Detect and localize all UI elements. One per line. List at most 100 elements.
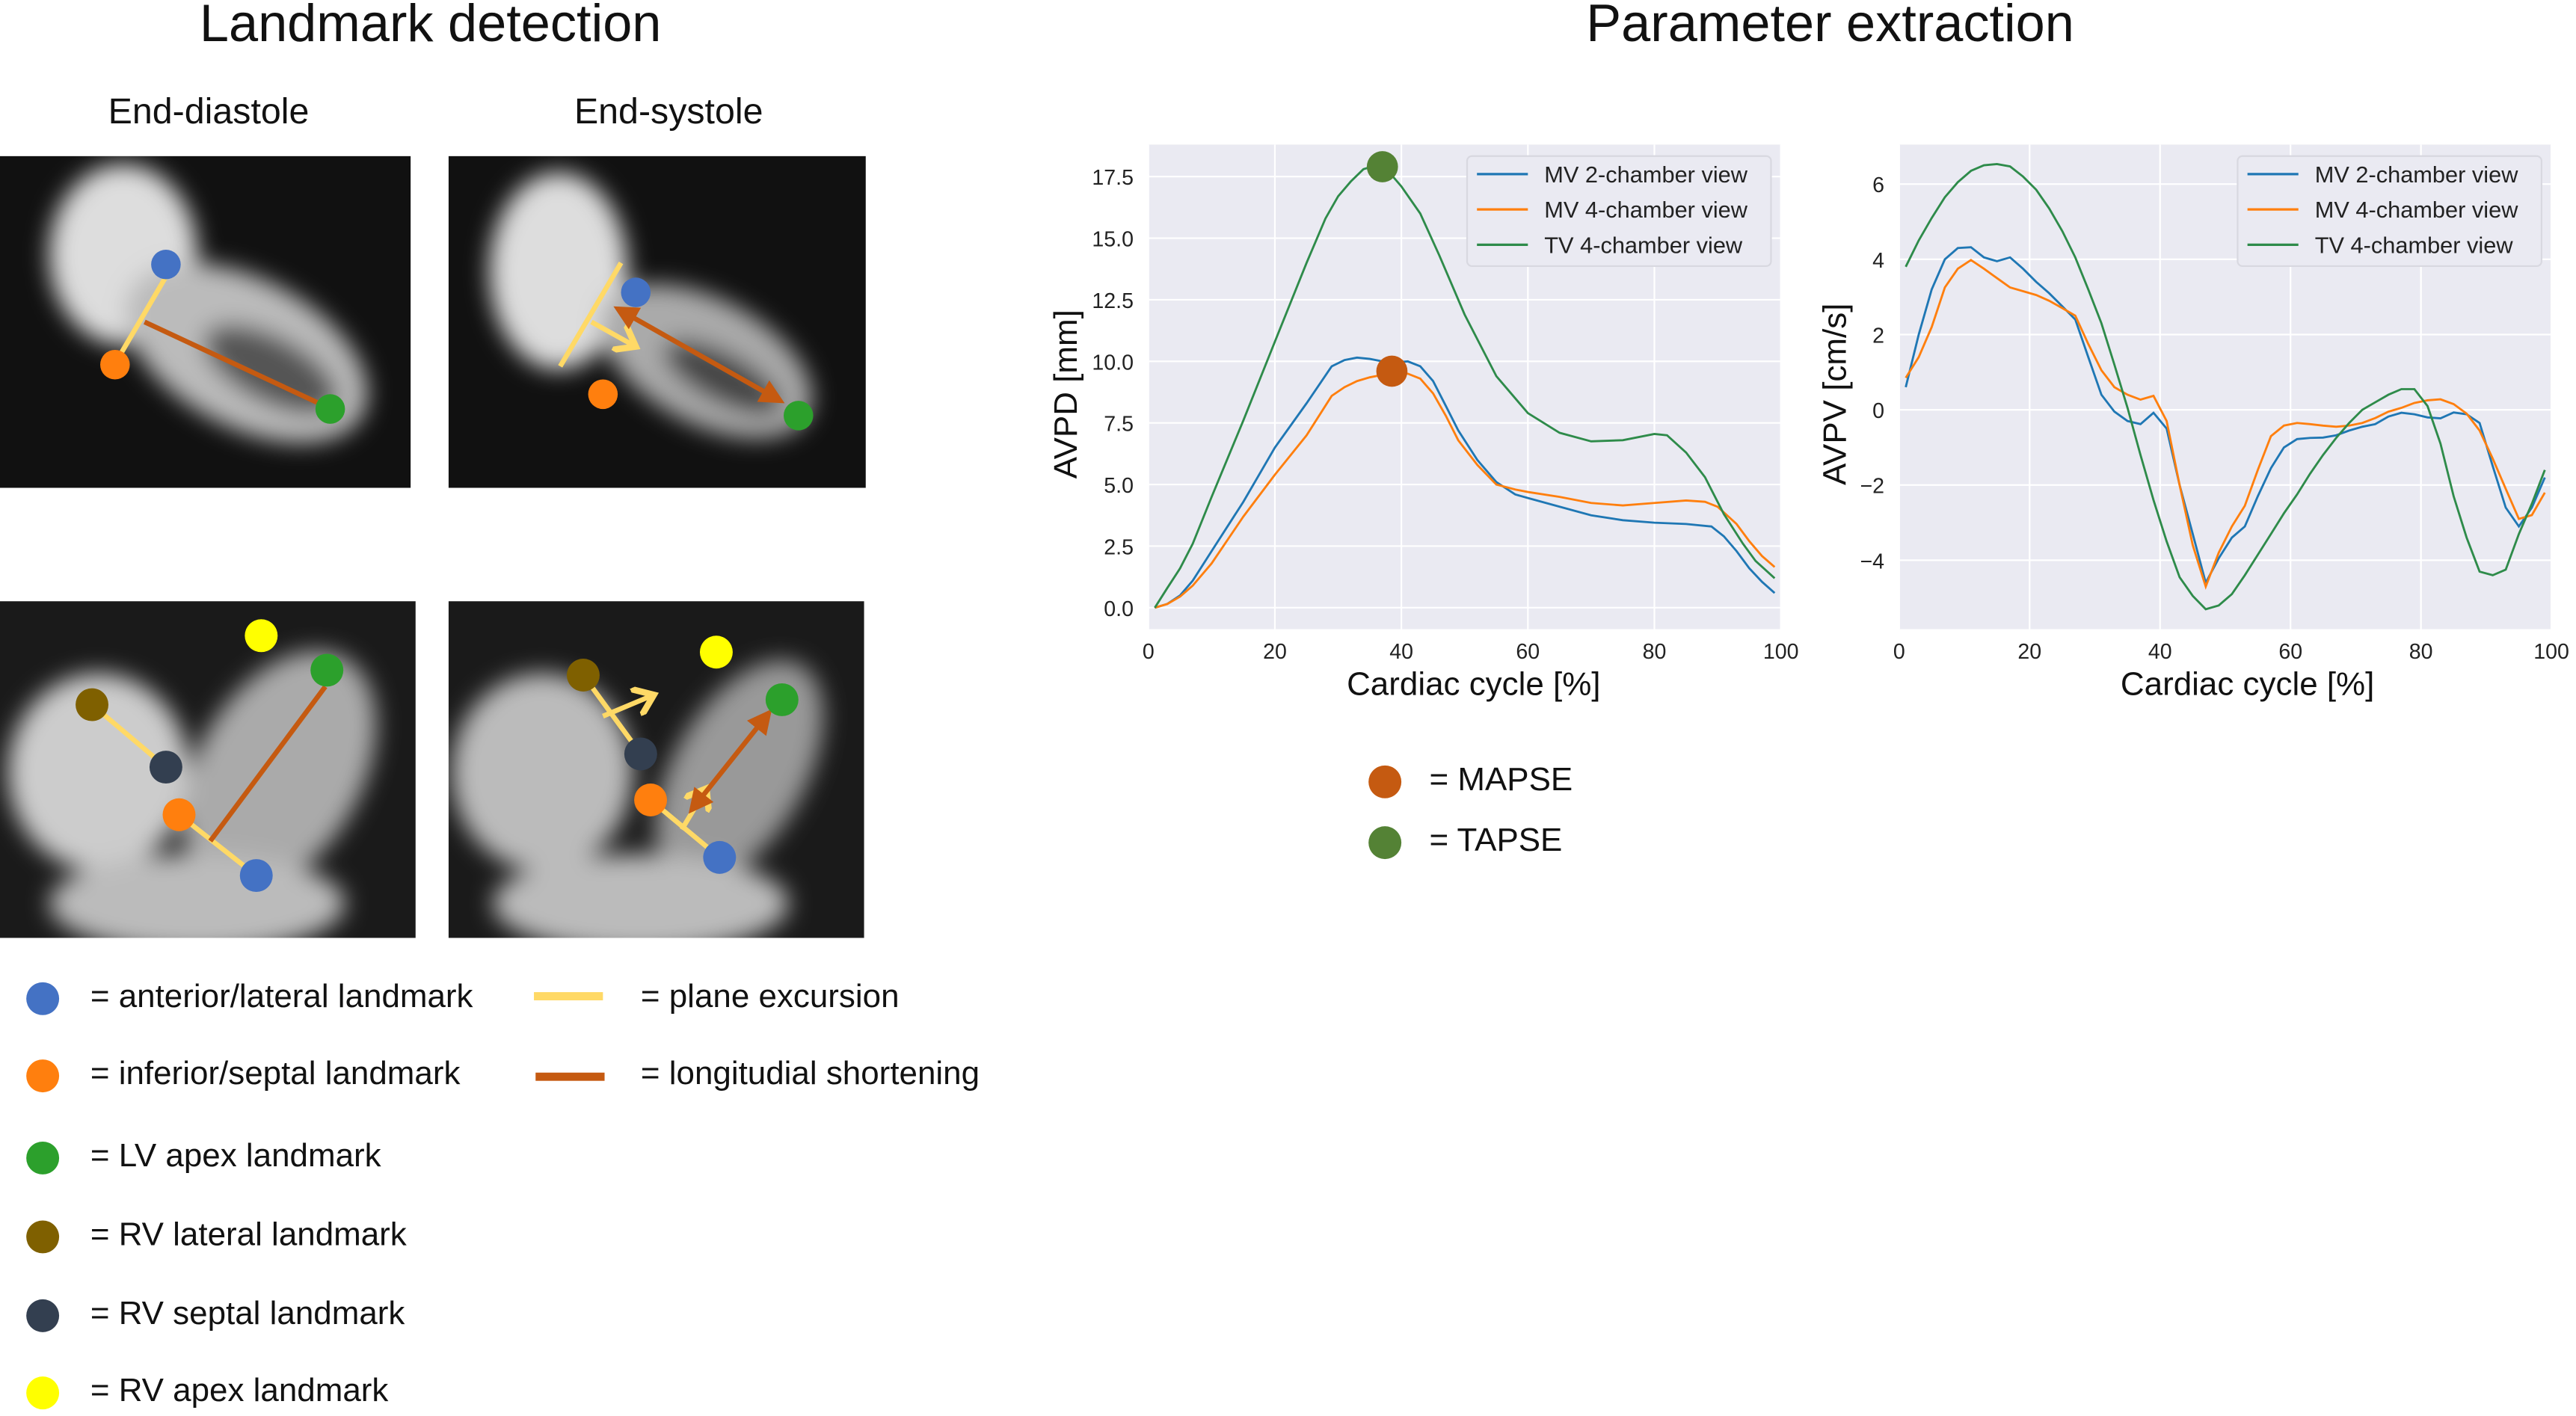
- chart1-legend-label-3: TV 4-chamber view: [1544, 232, 1743, 258]
- parameter-extraction-title: Parameter extraction: [1586, 0, 2074, 53]
- chart1-y-tick-label: 2.5: [1104, 535, 1134, 559]
- anterior-lateral-landmark: [703, 840, 737, 874]
- chart2-y-tick-label: −4: [1860, 550, 1885, 573]
- chart1-y-tick-label: 7.5: [1104, 413, 1134, 437]
- chart2-x-tick-label: 40: [2148, 640, 2172, 664]
- legend-label-plane-excursion: = plane excursion: [640, 979, 900, 1015]
- chart1-x-tick-label: 20: [1263, 640, 1287, 664]
- chart2-series-line-3: [1905, 163, 2546, 611]
- legend-dot-inferior-septal: [26, 1059, 60, 1093]
- chart1-legend-box: [1466, 155, 1772, 268]
- lv-apex-landmark: [315, 394, 345, 424]
- chart1-tapse-marker: [1366, 151, 1398, 182]
- chart2-x-tick-label: 80: [2409, 640, 2433, 664]
- legend-label-anterior-lateral: = anterior/lateral landmark: [90, 979, 473, 1015]
- end-diastole-label: End-diastole: [108, 90, 310, 132]
- chart1-xlabel: Cardiac cycle [%]: [1347, 667, 1601, 704]
- legend-label-rv-septal: = RV septal landmark: [90, 1296, 405, 1332]
- legend-label-rv-apex: = RV apex landmark: [90, 1373, 389, 1410]
- longitudinal-shortening-line: [208, 685, 328, 843]
- rv-lateral-landmark: [76, 688, 109, 721]
- chart2-y-tick-label: 0: [1872, 399, 1884, 423]
- legend-dot-rv-lateral: [26, 1220, 60, 1254]
- chart1-series-line-3: [1154, 164, 1776, 609]
- legend-label-inferior-septal: = inferior/septal landmark: [90, 1056, 461, 1093]
- chart1-y-tick-label: 15.0: [1092, 228, 1134, 252]
- rv-septal-landmark: [149, 751, 182, 784]
- chart2-ylabel: AVPV [cm/s]: [1818, 303, 1854, 485]
- chart1-x-tick-label: 60: [1516, 640, 1540, 664]
- mri-ed-4chamber: [0, 601, 416, 938]
- chart1-y-tick-label: 0.0: [1104, 597, 1134, 621]
- chart1-y-tick-label: 12.5: [1092, 289, 1134, 313]
- chart1-x-tick-label: 80: [1643, 640, 1667, 664]
- legend-label-longitudinal-shortening: = longitudial shortening: [640, 1056, 980, 1093]
- chart1-series-line-1: [1154, 356, 1776, 609]
- legend-dot-rv-septal: [26, 1299, 60, 1332]
- legend-line-plane-excursion: [534, 992, 603, 1001]
- tapse-label: = TAPSE: [1429, 822, 1563, 860]
- inferior-septal-landmark: [100, 349, 130, 380]
- chart2-x-tick-label: 60: [2278, 640, 2302, 664]
- rv-apex-landmark: [699, 635, 733, 669]
- legend-dot-rv-apex: [26, 1376, 60, 1410]
- inferior-septal-landmark: [588, 379, 618, 410]
- anterior-lateral-landmark: [239, 859, 273, 893]
- rv-lateral-landmark: [566, 659, 600, 692]
- rv-septal-landmark: [624, 737, 657, 771]
- chart1-x-tick-label: 100: [1763, 640, 1799, 664]
- chart2-x-tick-label: 100: [2533, 640, 2569, 664]
- legend-dot-lv-apex: [26, 1141, 60, 1175]
- chart2-y-tick-label: 2: [1872, 324, 1884, 348]
- chart1-y-tick-label: 5.0: [1104, 474, 1134, 498]
- end-systole-label: End-systole: [574, 90, 763, 132]
- chart2-y-tick-label: 6: [1872, 173, 1884, 197]
- chart2-x-tick-label: 20: [2017, 640, 2041, 664]
- mapse-marker-icon: [1368, 765, 1402, 798]
- chart1-series-line-2: [1154, 370, 1776, 609]
- longitudinal-shortening-line: [143, 319, 319, 405]
- chart1-mapse-marker: [1376, 355, 1408, 387]
- chart2-y-tick-label: −2: [1860, 475, 1885, 499]
- longitudinal-shortening-arrow: [613, 306, 785, 404]
- plane-excursion-arrow: [602, 695, 654, 718]
- tapse-marker-icon: [1368, 826, 1402, 860]
- lv-apex-landmark: [765, 683, 799, 716]
- chart2-legend-box: [2237, 155, 2543, 268]
- chart2-series-line-1: [1905, 246, 2546, 586]
- chart2-xlabel: Cardiac cycle [%]: [2120, 667, 2375, 704]
- chart2-series-line-2: [1905, 259, 2546, 590]
- rv-apex-landmark: [245, 619, 278, 653]
- longitudinal-shortening-arrow: [688, 709, 772, 814]
- inferior-septal-landmark: [162, 798, 196, 831]
- legend-line-longitudinal-shortening: [535, 1072, 605, 1081]
- chart1-ylabel: AVPD [mm]: [1048, 310, 1086, 479]
- legend-label-lv-apex: = LV apex landmark: [90, 1138, 381, 1175]
- chart2-legend-label-2: MV 4-chamber view: [2315, 197, 2518, 223]
- chart2-legend-label-1: MV 2-chamber view: [2315, 161, 2518, 188]
- chart1-legend-label-2: MV 4-chamber view: [1544, 197, 1747, 223]
- legend-label-rv-lateral: = RV lateral landmark: [90, 1217, 407, 1254]
- chart1-y-tick-label: 10.0: [1092, 351, 1134, 375]
- chart2-legend-label-3: TV 4-chamber view: [2315, 232, 2514, 258]
- anterior-lateral-landmark: [621, 277, 651, 307]
- chart1-x-tick-label: 0: [1143, 640, 1155, 664]
- chart1-x-tick-label: 40: [1389, 640, 1413, 664]
- chart1-y-tick-label: 17.5: [1092, 166, 1134, 190]
- plane-excursion-line: [558, 261, 624, 368]
- landmark-detection-title: Landmark detection: [199, 0, 662, 53]
- chart1-legend-label-1: MV 2-chamber view: [1544, 161, 1747, 188]
- anterior-lateral-landmark: [151, 249, 181, 280]
- plane-excursion-line: [116, 269, 172, 360]
- lv-apex-landmark: [310, 653, 344, 687]
- legend-dot-anterior-lateral: [26, 982, 60, 1015]
- mri-es-4chamber: [448, 601, 864, 938]
- chart2-x-tick-label: 0: [1893, 640, 1905, 664]
- mapse-label: = MAPSE: [1429, 762, 1573, 798]
- inferior-septal-landmark: [634, 784, 668, 816]
- chart2-y-tick-label: 4: [1872, 249, 1884, 273]
- lv-apex-landmark: [784, 401, 814, 431]
